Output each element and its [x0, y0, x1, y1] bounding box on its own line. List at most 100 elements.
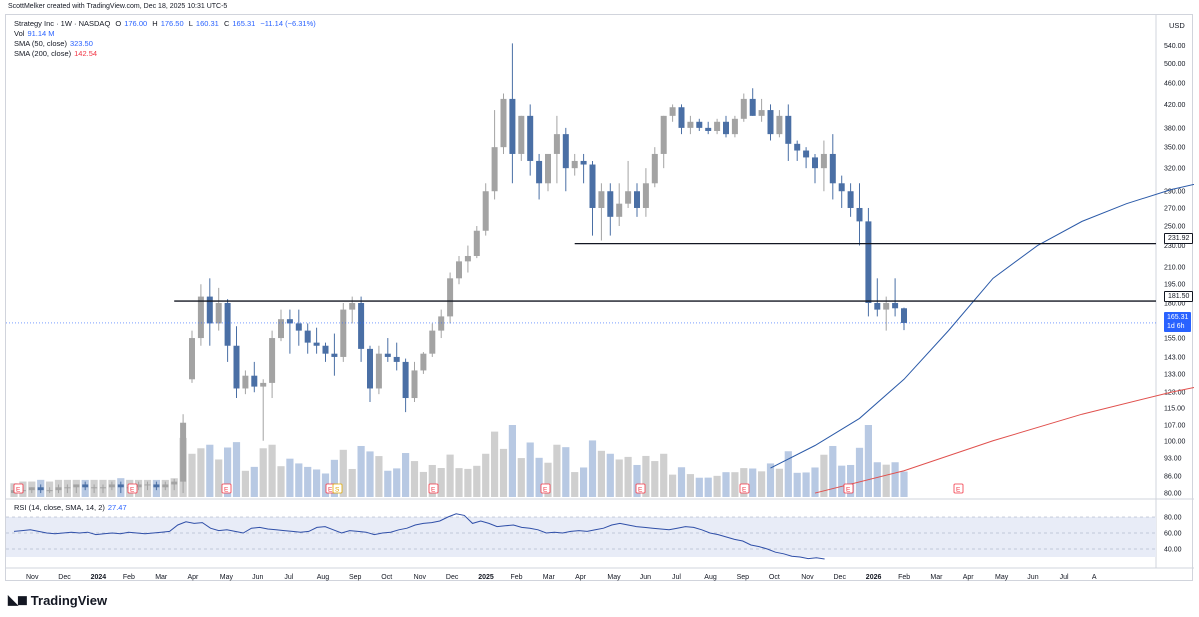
candle-body [580, 160, 587, 165]
x-tick-label: Oct [769, 574, 780, 581]
rsi-legend[interactable]: RSI (14, close, SMA, 14, 2) 27.47 [14, 503, 130, 512]
earnings-marker-label: E [431, 487, 436, 494]
x-tick-label: Apr [188, 574, 200, 581]
candle-body [313, 342, 320, 346]
earnings-marker-label: E [224, 487, 229, 494]
candle-body [598, 191, 605, 208]
symbol-name[interactable]: Strategy Inc · 1W · NASDAQ [14, 19, 111, 28]
candle-body [838, 183, 845, 192]
volume-bar [704, 477, 712, 497]
candle-body [233, 345, 240, 389]
volume-bar [206, 444, 214, 497]
volume-bar [464, 468, 472, 497]
sma50-value: 323.50 [69, 39, 93, 48]
candle-body [545, 153, 551, 184]
x-tick-label: May [607, 574, 621, 581]
volume-bar [393, 468, 401, 497]
x-tick-label: Apr [575, 574, 587, 581]
volume-bar [339, 449, 347, 497]
low-label: L [188, 19, 193, 28]
sma50-legend[interactable]: SMA (50, close) 323.50 [14, 39, 96, 48]
earnings-marker [635, 483, 646, 494]
volume-bar [553, 444, 561, 497]
x-tick-label: Dec [446, 574, 459, 581]
x-tick-label: 2024 [91, 574, 107, 581]
candle-body [55, 487, 62, 491]
chart-frame[interactable]: 80.00 86.00 93.00 100.00 107.00 115.00 123.00 1… [5, 14, 1194, 582]
candle-body [509, 98, 516, 154]
candle-body [340, 309, 347, 357]
volume-bar [491, 431, 499, 497]
volume-bar [793, 472, 801, 497]
volume-bar [419, 471, 427, 497]
y-tick-label: 420.00 [1164, 102, 1186, 109]
candle-body [571, 160, 578, 169]
volume-bar [526, 442, 534, 497]
x-tick-label: Dec [58, 574, 71, 581]
candle-body [901, 308, 907, 323]
candle-body [883, 303, 890, 310]
volume-bar [633, 464, 641, 497]
volume-bar [677, 467, 686, 497]
y-tick-label: 86.00 [1164, 474, 1182, 481]
y-tick-label: 143.00 [1164, 354, 1186, 361]
sma50-line [770, 183, 1194, 469]
chart-svg[interactable]: 80.00 86.00 93.00 100.00 107.00 115.00 123.00 1… [6, 15, 1194, 582]
candle-body [553, 134, 560, 154]
earnings-marker [221, 483, 232, 494]
candle-body [607, 191, 614, 217]
y-tick-label: 500.00 [1164, 61, 1186, 68]
x-tick-label: Mar [155, 574, 168, 581]
candle-body [874, 303, 881, 310]
candle-body [153, 484, 160, 488]
candle-body [740, 98, 747, 119]
sma200-label: SMA (200, close) [14, 49, 72, 58]
earnings-marker-label: E [16, 487, 21, 494]
credit-line: ScottMelker created with TradingView.com… [8, 3, 228, 10]
volume-bar [749, 468, 757, 497]
volume-bar [215, 459, 223, 497]
sma200-legend[interactable]: SMA (200, close) 142.54 [14, 49, 100, 58]
volume-bar [829, 445, 837, 497]
x-tick-label: Jun [640, 574, 651, 581]
x-tick-label: Feb [898, 574, 910, 581]
y-tick-label: 155.00 [1164, 336, 1186, 343]
candle-body [384, 353, 391, 357]
candle-body [180, 422, 187, 482]
tv-logo-icon: ◣◼ [8, 592, 28, 607]
volume-bar [882, 464, 890, 497]
candle-body [812, 157, 818, 169]
candle-body [82, 484, 89, 488]
candle-body [322, 345, 329, 354]
x-tick-label: Sep [737, 574, 750, 581]
candle-body [820, 153, 827, 169]
volume-bar [597, 450, 605, 497]
level-high-tag: 231.92 [1164, 233, 1194, 244]
x-tick-label: Oct [381, 574, 392, 581]
volume-bar [232, 442, 241, 497]
candle-body [358, 303, 365, 349]
tradingview-logo[interactable]: ◣◼ TradingView [8, 592, 107, 608]
candle-body [473, 230, 480, 256]
x-tick-label: May [995, 574, 1009, 581]
candle-body [91, 487, 98, 489]
y-tick-label: 210.00 [1164, 264, 1186, 271]
volume-bar [660, 453, 668, 497]
volume-bar [642, 455, 650, 497]
candle-body [625, 191, 632, 204]
volume-bar [508, 425, 516, 497]
y-tick-label: 270.00 [1164, 205, 1186, 212]
symbol-legend[interactable]: Strategy Inc · 1W · NASDAQ O 176.00 H 176.… [14, 19, 319, 28]
currency-label: USD [1169, 21, 1185, 30]
y-tick-label: 250.00 [1164, 224, 1186, 231]
rsi-tick-label: 60.00 [1164, 531, 1182, 538]
volume-bar [455, 468, 463, 497]
x-tick-label: Nov [414, 574, 427, 581]
last-price: 165.31 [1167, 314, 1189, 321]
volume-bar [900, 471, 908, 497]
candle-body [171, 481, 178, 485]
y-tick-label: 93.00 [1164, 455, 1182, 462]
volume-legend[interactable]: Vol 91.14 M [14, 29, 58, 38]
volume-bar [784, 451, 792, 497]
candle-body [429, 330, 436, 354]
